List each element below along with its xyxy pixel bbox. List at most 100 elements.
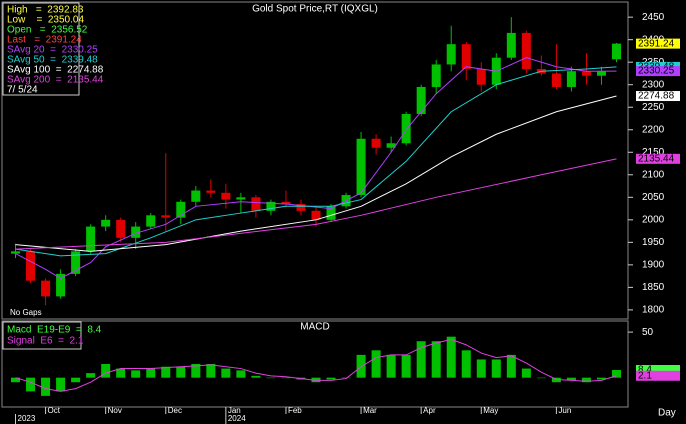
last-marker-label: 8.4 — [638, 365, 652, 376]
last-marker-label: 2330.25 — [638, 66, 675, 77]
legend-entry: SAvg 100 = 2274.88 — [7, 65, 104, 76]
macd-bar — [101, 364, 111, 378]
last-marker — [636, 38, 680, 49]
legend-box — [2, 2, 80, 96]
candle-body — [566, 71, 576, 87]
macd-bar — [506, 354, 516, 378]
candle-body — [176, 201, 186, 218]
candle-body — [356, 138, 366, 196]
last-marker — [636, 91, 680, 102]
candle-body — [86, 226, 96, 252]
candle-body — [191, 190, 201, 202]
candle-body — [521, 32, 531, 69]
x-tick-label: May — [483, 406, 498, 415]
candle-body — [386, 143, 396, 148]
macd-bar — [176, 366, 186, 378]
candle-body — [416, 86, 426, 114]
candle-body — [161, 215, 171, 218]
macd-bar — [476, 359, 486, 378]
legend-entry: SAvg 20 = 2330.25 — [7, 45, 98, 56]
y-tick-label: 2250 — [642, 102, 665, 113]
macd-bar — [431, 341, 441, 378]
macd-bar — [221, 368, 231, 378]
candle-body — [251, 197, 261, 211]
legend-entry: SAvg 50 = 2339.48 — [7, 55, 98, 66]
last-marker — [636, 365, 680, 376]
macd-bar — [86, 373, 96, 378]
candle-body — [611, 43, 621, 60]
y-tick-label: 2150 — [642, 147, 665, 158]
legend-entry: Low = 2350.04 — [7, 15, 84, 26]
macd-bar — [326, 377, 336, 380]
candle-body — [131, 226, 141, 238]
moving-average — [15, 57, 617, 279]
legend-entry: Open = 2356.52 — [7, 25, 88, 36]
candle-body — [206, 190, 216, 193]
macd-bar — [281, 377, 291, 379]
candle-body — [236, 197, 246, 200]
candle-body — [11, 251, 21, 254]
moving-average — [15, 95, 617, 252]
macd-bar — [11, 377, 21, 383]
x-tick-label: Nov — [108, 406, 122, 415]
x-tick-label: Feb — [288, 406, 302, 415]
macd-bar — [491, 359, 501, 378]
macd-bar — [461, 350, 471, 378]
year-label: 2023 — [18, 414, 36, 423]
candle-body — [476, 68, 486, 85]
macd-bar — [236, 370, 246, 378]
macd-bar — [386, 354, 396, 378]
macd-bar — [581, 377, 591, 383]
macd-bar — [191, 364, 201, 378]
legend-entry: High = 2392.83 — [7, 5, 84, 16]
note: No Gaps — [10, 308, 42, 317]
legend-entry: 7/ 5/24 — [7, 85, 38, 96]
y-tick-label: 2300 — [642, 79, 665, 90]
macd-bar — [41, 377, 51, 396]
candle-body — [461, 44, 471, 69]
macd-bar — [56, 377, 66, 392]
x-tick-label: Apr — [423, 406, 436, 415]
y-tick-label: 1950 — [642, 237, 665, 248]
macd-bar — [131, 370, 141, 378]
macd-title: MACD — [300, 322, 329, 333]
y-tick-label: 2200 — [642, 124, 665, 135]
last-marker — [636, 153, 680, 164]
candle-body — [581, 71, 591, 76]
macd-bar — [251, 375, 261, 378]
macd-bar — [341, 377, 351, 379]
macd-bar — [611, 370, 621, 378]
x-unit: Day — [658, 408, 676, 419]
macd-bar — [26, 377, 36, 392]
x-tick-label: Jan — [228, 406, 241, 415]
y-tick-label: 2450 — [642, 12, 665, 23]
candle-body — [41, 280, 51, 297]
last-marker-label: 2.1 — [638, 370, 652, 381]
x-tick-label: Jun — [558, 406, 571, 415]
macd-bar — [371, 350, 381, 378]
candle-body — [146, 215, 156, 227]
last-marker-label: 2391.24 — [638, 38, 675, 49]
signal-line — [15, 338, 617, 392]
candle-body — [551, 73, 561, 87]
candle-body — [56, 273, 66, 297]
candle-body — [401, 113, 411, 144]
macd-bar — [596, 377, 606, 380]
macd-bar — [536, 377, 546, 379]
candle-body — [221, 192, 231, 200]
candle-body — [71, 251, 81, 274]
macd-legend-box — [2, 321, 82, 350]
macd-bar — [401, 354, 411, 378]
candle-body — [116, 219, 126, 238]
x-tick-label: Oct — [48, 406, 61, 415]
macd-legend-entry: Signal E6 = 2.1 — [7, 336, 84, 347]
macd-bar — [71, 377, 81, 383]
candle-body — [101, 219, 111, 227]
y-tick-label: 1800 — [642, 305, 665, 316]
macd-bar — [446, 336, 456, 378]
candle-body — [431, 64, 441, 87]
last-marker-label: 2274.88 — [638, 91, 675, 102]
legend-entry: SAvg 200 = 2135.44 — [7, 75, 104, 86]
legend-entry: Last = 2391.24 — [7, 35, 82, 46]
macd-legend-entry: Macd E19-E9 = 8.4 — [7, 325, 102, 336]
